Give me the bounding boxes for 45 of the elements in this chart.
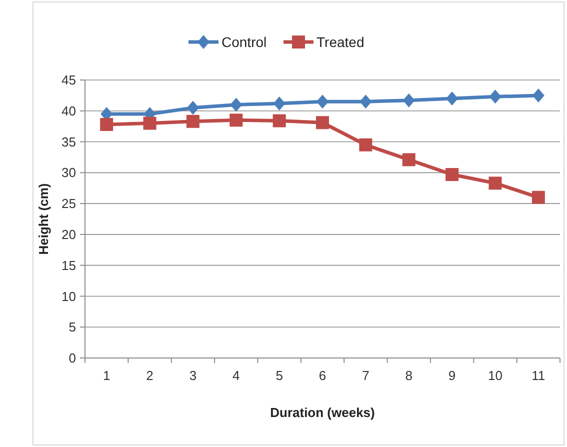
x-tick-label: 3 — [189, 368, 197, 383]
y-tick-label: 15 — [62, 258, 76, 273]
x-tick-label: 4 — [232, 368, 240, 383]
x-tick-label: 5 — [276, 368, 283, 383]
y-tick-label: 45 — [62, 72, 76, 88]
point — [489, 90, 502, 104]
point — [273, 96, 286, 110]
legend-label: Control — [222, 34, 267, 50]
y-tick-label: 25 — [62, 196, 76, 212]
point — [230, 114, 243, 127]
y-tick-label: 30 — [62, 165, 76, 180]
x-tick-label: 9 — [448, 368, 456, 383]
point — [446, 168, 459, 182]
x-tick-label: 10 — [488, 368, 502, 383]
point — [316, 94, 328, 109]
point — [532, 190, 545, 204]
x-tick-label: 8 — [405, 368, 412, 383]
point — [186, 114, 200, 128]
point — [186, 100, 199, 115]
point — [446, 92, 458, 106]
point — [230, 98, 242, 112]
point — [532, 88, 544, 102]
y-tick-label: 20 — [62, 226, 76, 242]
y-axis-title: Height (cm) — [36, 183, 51, 255]
x-tick-label: 2 — [146, 368, 154, 383]
legend-label: Treated — [316, 34, 364, 50]
point — [359, 138, 372, 152]
x-tick-label: 1 — [102, 368, 110, 383]
point — [143, 116, 156, 130]
y-tick-label: 10 — [62, 288, 76, 304]
point — [272, 114, 286, 128]
x-tick-label: 11 — [532, 368, 546, 383]
x-tick-label: 7 — [362, 368, 370, 383]
y-tick-label: 5 — [68, 320, 76, 335]
x-tick-label: 6 — [318, 368, 326, 383]
point — [100, 118, 114, 131]
point — [360, 94, 372, 109]
y-tick-label: 40 — [62, 103, 76, 118]
point — [402, 153, 416, 166]
point — [316, 116, 329, 130]
y-tick-label: 35 — [62, 134, 76, 150]
point — [488, 176, 502, 190]
point — [402, 93, 415, 108]
y-tick-label: 0 — [68, 350, 76, 366]
x-axis-title: Duration (weeks) — [270, 405, 375, 420]
